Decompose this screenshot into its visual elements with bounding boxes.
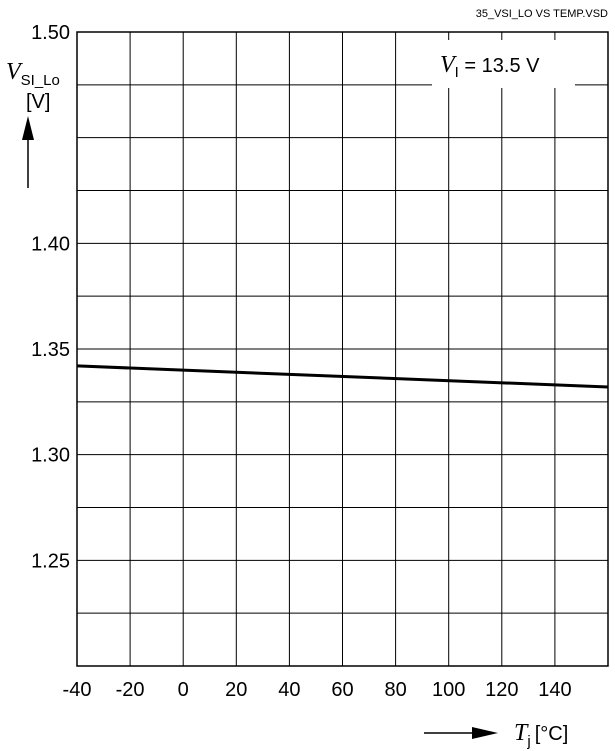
x-tick-label: -40 [63, 679, 92, 701]
y-tick-labels: 1.25 1.30 1.35 1.40 1.50 [31, 22, 70, 572]
source-label: 35_VSI_LO VS TEMP.VSD [476, 8, 608, 20]
x-tick-label: 40 [278, 679, 300, 701]
x-tick-label: 140 [538, 679, 571, 701]
y-axis-label: VSI_Lo [6, 59, 60, 89]
x-axis-unit: [°C] [535, 723, 569, 745]
x-axis-subscript: j [526, 733, 530, 750]
x-tick-label: 80 [384, 679, 406, 701]
y-tick-label: 1.50 [31, 22, 70, 44]
annotation-symbol: V [440, 52, 457, 78]
y-tick-label: 1.40 [31, 233, 70, 255]
x-tick-label: 120 [485, 679, 518, 701]
annotation: VI = 13.5 V [440, 52, 540, 81]
plot-frame [76, 31, 609, 667]
y-tick-label: 1.35 [31, 339, 70, 361]
y-axis-symbol: V [6, 59, 23, 85]
y-axis-unit: [V] [26, 91, 50, 113]
x-tick-label: -20 [116, 679, 145, 701]
x-tick-label: 100 [432, 679, 465, 701]
x-axis-arrow-head [472, 727, 498, 739]
x-axis-symbol: T [514, 720, 529, 746]
y-tick-label: 1.25 [31, 550, 70, 572]
grid [76, 31, 609, 667]
x-axis-label: Tj [°C] [514, 720, 568, 750]
x-tick-label: 0 [178, 679, 189, 701]
series-line [76, 364, 609, 389]
y-axis-subscript: SI_Lo [21, 72, 60, 89]
y-axis-arrow-head [22, 116, 34, 140]
y-tick-label: 1.30 [31, 445, 70, 467]
annotation-box [432, 40, 575, 88]
x-tick-labels: -40 -20 0 20 40 60 80 100 120 140 [63, 679, 572, 701]
annotation-text: = 13.5 V [459, 55, 540, 77]
x-tick-label: 60 [331, 679, 353, 701]
x-tick-label: 20 [225, 679, 247, 701]
annotation-subscript: I [455, 64, 459, 81]
